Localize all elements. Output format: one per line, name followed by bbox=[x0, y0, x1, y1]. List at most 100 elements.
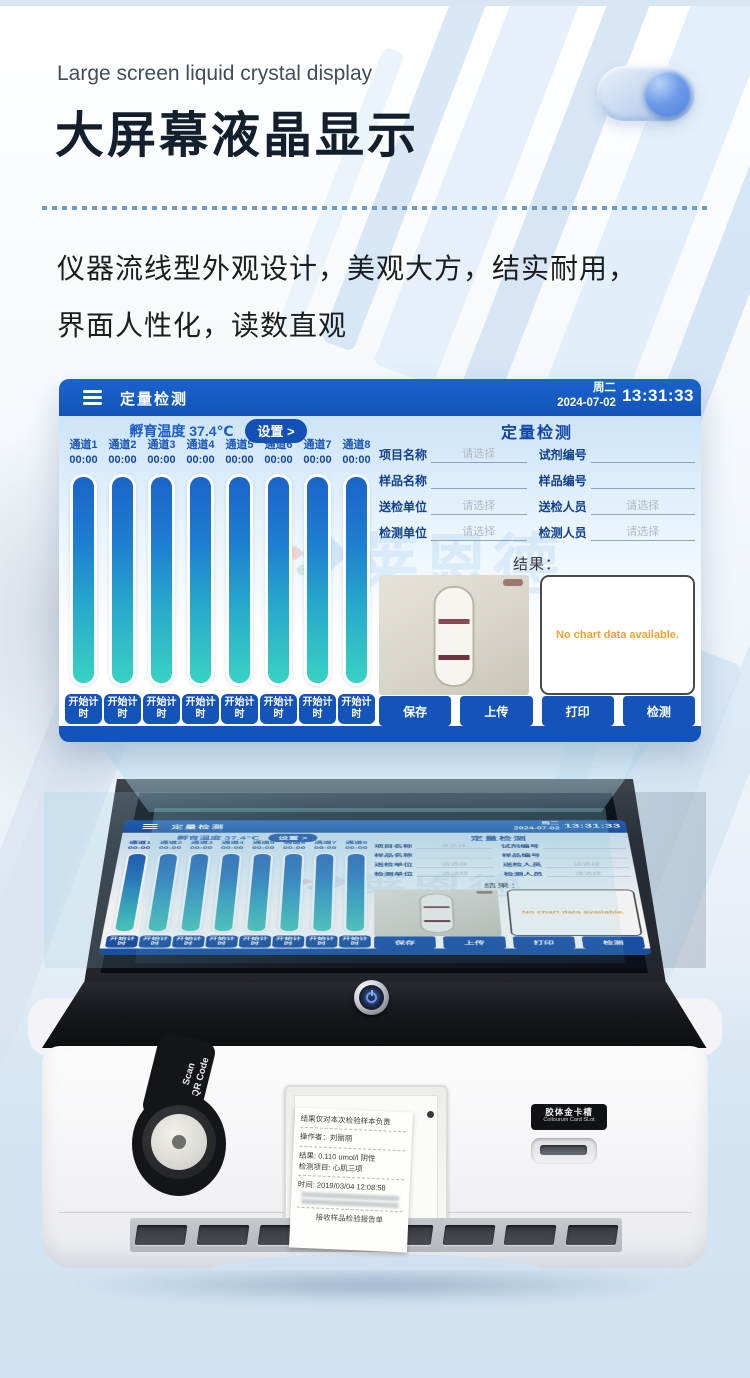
channel-timer: 00:00 bbox=[189, 845, 213, 851]
result-label: 结果： bbox=[483, 882, 524, 889]
device-screen-content: 莱恩德 孵育温度 37.4℃ 设置 > 通道1 00:00 开始计时 bbox=[98, 820, 652, 955]
print-button[interactable]: 打印 bbox=[541, 696, 614, 726]
channel-label: 通道4 bbox=[186, 439, 215, 451]
screen-bottom-strip bbox=[98, 948, 652, 955]
card-slot-label-en: Collourum Card SLot bbox=[543, 1117, 595, 1124]
screen-topbar: 定量检测 周二 2024-07-02 13:31:33 bbox=[59, 379, 701, 416]
screen-title: 定量检测 bbox=[120, 391, 189, 408]
start-timer-button: 开始计时 bbox=[338, 935, 371, 948]
incubation-value: 37.4℃ bbox=[224, 835, 260, 841]
field-value[interactable]: 请选择 bbox=[590, 497, 695, 515]
incubation-label: 孵育温度 bbox=[176, 835, 222, 841]
start-timer-button: 开始计时 bbox=[104, 935, 139, 948]
channel-bar bbox=[280, 853, 303, 932]
watermark-diamond bbox=[298, 878, 313, 885]
cassette-window bbox=[433, 586, 475, 687]
start-timer-button: 开始计时 bbox=[171, 935, 206, 948]
field-value bbox=[541, 842, 626, 850]
start-timer-button[interactable]: 开始计时 bbox=[299, 694, 336, 724]
channel-label: 通道5 bbox=[252, 840, 275, 845]
result-row: No chart data available. bbox=[374, 889, 643, 936]
page-title: 大屏幕液晶显示 bbox=[55, 109, 420, 163]
channel-timer: 00:00 bbox=[69, 454, 98, 466]
start-timer-button[interactable]: 开始计时 bbox=[260, 694, 297, 724]
qr-scanner-lens-inner bbox=[151, 1114, 207, 1170]
cassette-test-line bbox=[438, 619, 470, 624]
field-value[interactable]: 请选择 bbox=[590, 523, 695, 541]
form-field-project-name[interactable]: 项目名称 请选择 bbox=[379, 442, 527, 463]
toggle-graphic bbox=[597, 66, 695, 121]
field-value[interactable]: 请选择 bbox=[431, 523, 527, 541]
channel-bar bbox=[147, 853, 178, 932]
upload-button[interactable]: 上传 bbox=[460, 696, 533, 726]
channel-1: 通道1 00:00 开始计时 bbox=[104, 840, 155, 948]
vent-slot bbox=[565, 1225, 618, 1245]
card-slot bbox=[531, 1138, 597, 1164]
card-slot-label: 胶体金卡槽 Collourum Card SLot bbox=[531, 1104, 607, 1130]
field-value[interactable]: 请选择 bbox=[431, 497, 527, 515]
channel-bar bbox=[307, 477, 328, 683]
watermark-logo-icon bbox=[298, 872, 349, 894]
save-button[interactable]: 保存 bbox=[379, 696, 452, 726]
field-value[interactable] bbox=[590, 445, 695, 463]
date: 2024-07-02 bbox=[513, 826, 561, 831]
watermark-text: 莱恩德 bbox=[352, 872, 527, 900]
start-timer-button[interactable]: 开始计时 bbox=[143, 694, 180, 724]
menu-icon-bar bbox=[142, 827, 158, 829]
form-field-test-unit[interactable]: 检测单位 请选择 bbox=[379, 520, 527, 541]
channel-label: 通道8 bbox=[342, 439, 371, 451]
settings-button[interactable]: 设置 > bbox=[245, 419, 307, 443]
channel-timer: 00:00 bbox=[345, 845, 368, 851]
start-timer-button[interactable]: 开始计时 bbox=[65, 694, 102, 724]
channel-5: 通道5 00:00 开始计时 bbox=[221, 436, 258, 724]
power-button-core bbox=[359, 985, 384, 1010]
field-label: 试剂编号 bbox=[538, 448, 587, 462]
field-value[interactable] bbox=[431, 471, 527, 489]
channel-bar-track bbox=[109, 474, 136, 686]
start-timer-button[interactable]: 开始计时 bbox=[104, 694, 141, 724]
field-label: 样品编号 bbox=[538, 474, 587, 488]
channel-label: 通道2 bbox=[159, 840, 183, 845]
channels-grid: 通道1 00:00 开始计时 通道2 00:00 开始计时 通道3 00:00 bbox=[104, 840, 371, 948]
channel-timer: 00:00 bbox=[186, 454, 215, 466]
field-value[interactable]: 请选择 bbox=[431, 445, 527, 463]
power-button bbox=[354, 980, 389, 1015]
start-timer-button[interactable]: 开始计时 bbox=[338, 694, 375, 724]
date-block: 周二 2024-07-02 bbox=[557, 381, 616, 411]
start-timer-button[interactable]: 开始计时 bbox=[221, 694, 258, 724]
form-field-test-person[interactable]: 检测人员 请选择 bbox=[539, 520, 695, 541]
channel-bar bbox=[190, 477, 211, 683]
field-value[interactable] bbox=[590, 471, 695, 489]
field-label: 项目名称 bbox=[374, 843, 413, 849]
channel-7: 通道7 00:00 开始计时 bbox=[305, 840, 341, 948]
channel-label: 通道3 bbox=[147, 439, 176, 451]
detection-form-pane: 定量检测 项目名称 请选择 试剂编号 样品名称 样品编号 bbox=[372, 833, 647, 949]
form-field-sending-unit: 送检单位 请选择 bbox=[374, 860, 494, 868]
channel-label: 通道6 bbox=[264, 439, 293, 451]
form-field-sample-name[interactable]: 样品名称 bbox=[379, 468, 527, 489]
detection-form: 项目名称 请选择 试剂编号 样品名称 样品编号 bbox=[379, 442, 695, 541]
channel-label: 通道1 bbox=[69, 439, 98, 451]
form-field-sample-number[interactable]: 样品编号 bbox=[539, 468, 695, 489]
field-label: 送检单位 bbox=[379, 500, 428, 514]
menu-icon-bar bbox=[142, 825, 158, 827]
start-timer-button[interactable]: 开始计时 bbox=[182, 694, 219, 724]
channel-3: 通道3 00:00 开始计时 bbox=[171, 840, 217, 948]
channel-label: 通道8 bbox=[345, 840, 368, 845]
form-field-sending-person[interactable]: 送检人员 请选择 bbox=[539, 494, 695, 515]
form-field-reagent-number[interactable]: 试剂编号 bbox=[539, 442, 695, 463]
channel-bar-track bbox=[244, 852, 274, 933]
watermark-diamond bbox=[309, 872, 349, 891]
form-field-project-name: 项目名称 请选择 bbox=[374, 842, 492, 850]
weekday: 周二 bbox=[540, 821, 560, 826]
field-label: 检测人员 bbox=[538, 526, 587, 540]
channel-timer: 00:00 bbox=[264, 454, 293, 466]
qr-scanner-aperture bbox=[172, 1135, 186, 1149]
menu-icon[interactable] bbox=[83, 390, 102, 405]
form-field-sending-unit[interactable]: 送检单位 请选择 bbox=[379, 494, 527, 515]
detect-button[interactable]: 检测 bbox=[622, 696, 695, 726]
power-icon bbox=[366, 990, 377, 1003]
card-slot-opening bbox=[540, 1145, 587, 1155]
channel-bar bbox=[229, 477, 250, 683]
